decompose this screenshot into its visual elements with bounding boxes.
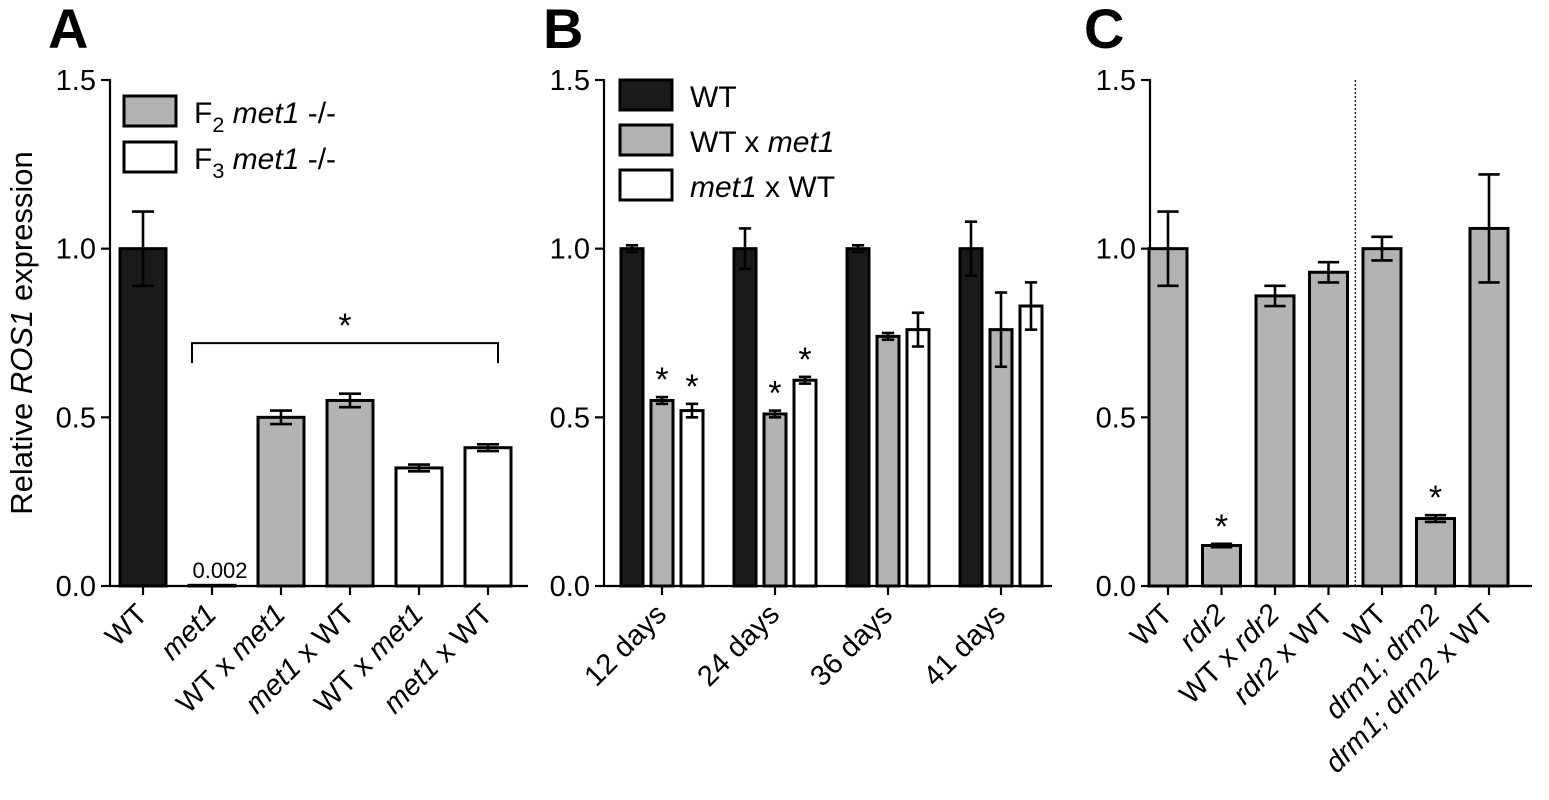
panel-c-bar-0 <box>1147 247 1189 588</box>
panel-b-group-label-1: 24 days <box>691 598 785 692</box>
y-axis-label-prefix: Relative <box>4 394 39 515</box>
panel-c-category-label-0-part-0: WT <box>1124 598 1179 653</box>
panel-a-category-label-0-part-0: WT <box>99 598 154 653</box>
panel-b-y-tick-label-3: 1.5 <box>550 65 590 97</box>
panel-b-legend-label-1-part-1: met1 <box>768 126 835 159</box>
panel-c-star-1: * <box>1215 508 1228 546</box>
panel-a-bar-5 <box>463 446 513 588</box>
panel-a-y-tick-label-3: 1.5 <box>56 65 96 97</box>
panel-b-bar-2-0 <box>845 247 871 588</box>
panel-a-significance-bracket <box>191 342 499 364</box>
panel-b-legend-label-2: met1 x WT <box>690 171 835 204</box>
panel-a-bar-2 <box>256 415 306 588</box>
panel-c-bar-4 <box>1361 247 1403 588</box>
panel-b-bar-1-0 <box>732 247 758 588</box>
panel-a-bar-4 <box>394 466 444 588</box>
panel-b-legend-label-2-part-0: met1 <box>690 171 757 204</box>
panel-b-panel-letter: B <box>543 0 583 60</box>
panel-a-category-label-0: WT <box>99 598 154 653</box>
panel-b-bar-3-2 <box>1018 304 1044 588</box>
panel-c-category-label-6-part-1: x WT <box>1424 598 1500 674</box>
panel-b-group-label-0: 12 days <box>578 598 672 692</box>
panel-a-legend-label-0-part-3: -/- <box>299 97 336 130</box>
panel-b: B 0.0 0.5 1.0 1.5 * * 12 days * * 24 days 36 days 41… <box>543 0 1052 693</box>
panel-b-bar-0-1 <box>649 398 675 588</box>
panel-b-legend-swatch-2 <box>618 168 674 202</box>
panel-b-bar-2-2 <box>905 328 931 588</box>
panel-b-legend-label-1: WT x met1 <box>690 126 834 159</box>
panel-a-legend-label-0-part-0: F <box>194 97 212 130</box>
panel-b-legend-label-0: WT <box>690 81 737 114</box>
panel-b-star-1-2: * <box>798 341 811 379</box>
panel-b-bar-3-0 <box>958 247 984 588</box>
panel-b-star-0-2: * <box>685 368 698 406</box>
panel-c-bar-1 <box>1201 544 1242 588</box>
panel-a-y-tick-label-2: 1.0 <box>56 234 96 266</box>
panel-b-star-0-1: * <box>655 361 668 399</box>
panel-c-y-tick-label-0: 0.0 <box>1096 571 1136 603</box>
panel-b-legend-label-0-part-0: WT <box>690 81 737 114</box>
panel-a-bar-3 <box>325 398 375 588</box>
panel-a-y-tick-label-1: 0.5 <box>56 402 96 434</box>
panel-c-bar-6 <box>1468 226 1510 588</box>
panel-b-legend-swatch-1 <box>618 123 674 157</box>
panel-a-legend-label-0: F2 met1 -/- <box>194 97 336 137</box>
panel-b-legend-swatch-0 <box>618 78 674 112</box>
panel-b-legend-label-2-part-1: x WT <box>757 171 835 204</box>
panel-a-value-label-0: 0.002 <box>192 558 247 583</box>
panel-c-category-label-0: WT <box>1124 598 1179 653</box>
panel-a-legend-label-1: F3 met1 -/- <box>194 143 336 183</box>
panel-a-legend-swatch-0 <box>122 94 178 128</box>
panel-c-bar-2 <box>1254 294 1296 588</box>
panel-c-panel-letter: C <box>1084 0 1124 60</box>
panel-b-y-tick-label-2: 1.0 <box>550 234 590 266</box>
panel-c-bar-5 <box>1415 517 1456 588</box>
panel-a-category-label-5-part-1: x WT <box>423 598 499 674</box>
panel-b-bar-2-1 <box>875 334 901 588</box>
panel-b-star-1-1: * <box>768 375 781 413</box>
panel-a-bar-1 <box>187 583 237 588</box>
panel-c-star-5: * <box>1429 479 1442 517</box>
panel-c-y-tick-label-3: 1.5 <box>1096 65 1136 97</box>
panel-c-y-tick-label-2: 1.0 <box>1096 234 1136 266</box>
panel-b-y-tick-label-1: 0.5 <box>550 402 590 434</box>
panel-a-legend-label-1-part-1: 3 <box>212 158 224 183</box>
panel-a-legend-label-1-part-3: -/- <box>299 143 336 176</box>
panel-b-bar-3-1 <box>988 328 1014 588</box>
panel-b-bar-1-2 <box>792 378 818 588</box>
panel-a-y-tick-label-0: 0.0 <box>56 571 96 603</box>
panel-a-significance-star: * <box>338 307 351 345</box>
panel-c-category-label-3-part-1: x WT <box>1263 598 1339 674</box>
panel-b-bar-0-0 <box>619 247 645 588</box>
y-axis-label: Relative ROS1 expression <box>4 151 39 515</box>
panel-a-legend-label-1-part-2: met1 <box>224 143 299 176</box>
panel-b-group-label-3: 41 days <box>917 598 1011 692</box>
panel-b-legend-label-1-part-0: WT x <box>690 126 768 159</box>
panel-b-group-label-2: 36 days <box>804 598 898 692</box>
panel-c-y-tick-label-1: 0.5 <box>1096 402 1136 434</box>
y-axis-label-gene: ROS1 <box>4 310 39 394</box>
panel-a-legend-label-0-part-1: 2 <box>212 112 224 137</box>
panel-a-legend-label-1-part-0: F <box>194 143 212 176</box>
panel-b-bar-1-1 <box>762 412 788 588</box>
panel-a-bar-0 <box>118 247 168 588</box>
panel-a-panel-letter: A <box>48 0 88 60</box>
panel-a-legend-swatch-1 <box>122 140 178 174</box>
panel-b-y-tick-label-0: 0.0 <box>550 571 590 603</box>
y-axis-label-suffix: expression <box>4 151 39 310</box>
panel-b-bar-0-2 <box>679 409 705 588</box>
panel-a-legend-label-0-part-2: met1 <box>224 97 299 130</box>
panel-c-bar-3 <box>1308 270 1349 588</box>
